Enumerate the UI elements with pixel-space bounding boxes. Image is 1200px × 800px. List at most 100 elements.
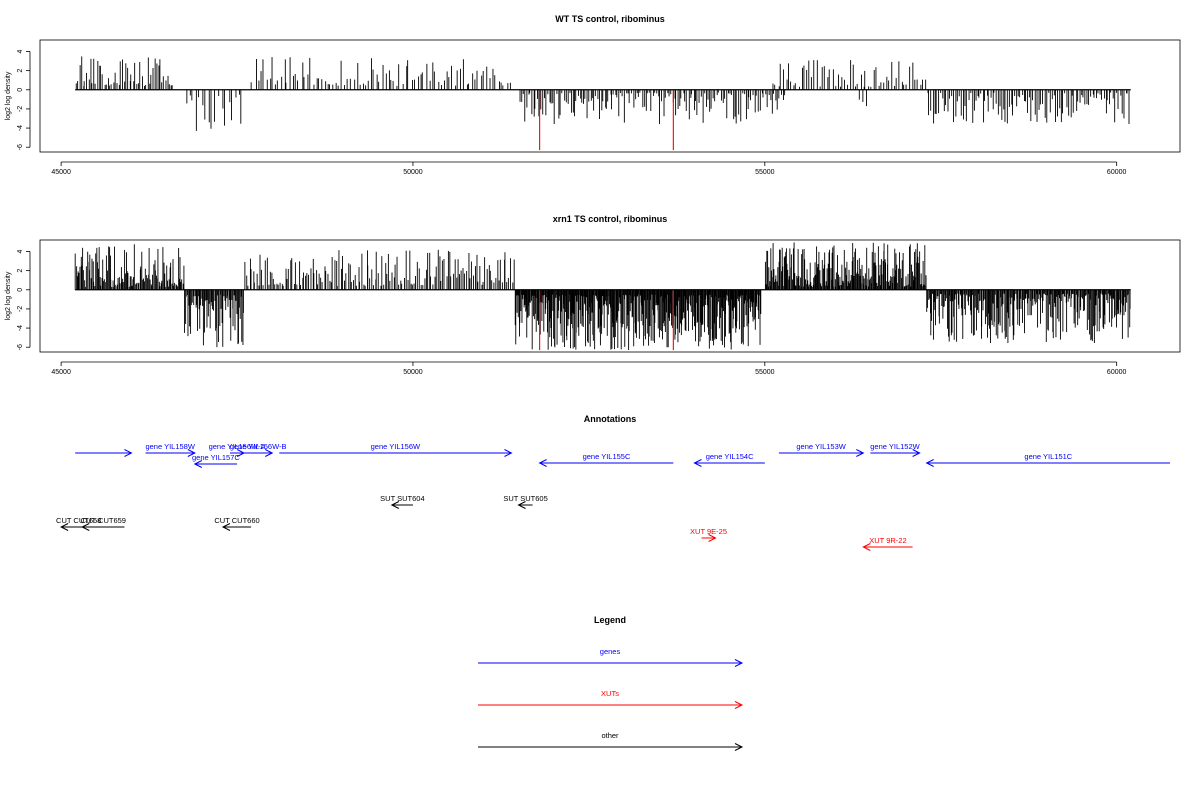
legend-arrow-head <box>734 659 744 667</box>
y-tick-label: -2 <box>17 106 24 112</box>
annotation-arrow-head <box>124 449 133 457</box>
annotation-label: gene YIL156W <box>371 442 421 451</box>
plot-frame <box>39 39 1181 153</box>
annotation-label: SUT SUT604 <box>380 494 424 503</box>
annotation-arrow-head <box>912 449 921 457</box>
legend-arrow-head <box>734 701 744 709</box>
annotation-label: gene YIL156W-A <box>209 442 266 451</box>
y-tick-label: 2 <box>17 69 24 73</box>
annotation-other: SUT SUT604 <box>380 494 425 509</box>
y-tick-label: 4 <box>17 49 24 53</box>
annotation-label: gene YIL154C <box>706 452 754 461</box>
annotation-arrow-head <box>856 449 865 457</box>
annotation-label: CUT CUT659 <box>81 516 126 525</box>
annotation-label: gene YIL158W <box>145 442 195 451</box>
x-tick-label: 45000 <box>51 369 71 376</box>
y-tick-label: -4 <box>17 325 24 331</box>
annotation-label: gene YIL156W-B <box>230 442 287 451</box>
annotation-gene: gene YIL156W-B <box>230 442 287 457</box>
annotation-gene: gene YIL153W <box>778 442 865 457</box>
annotation-arrow-head <box>708 534 717 542</box>
annotation-label: XUT 9E-25 <box>690 527 727 536</box>
x-tick-label: 50000 <box>403 369 423 376</box>
x-tick-label: 45000 <box>51 169 71 176</box>
annotation-arrow-head <box>264 449 274 457</box>
legend: Legend genes XUTs other <box>478 615 744 751</box>
annotation-arrow-head <box>193 460 203 468</box>
annotation-gene: gene YIL154C <box>693 452 765 467</box>
plot-frame <box>39 239 1181 353</box>
x-axis: 45000 50000 55000 60000 <box>51 361 1127 376</box>
legend-label: genes <box>600 647 621 656</box>
annotation-label: gene YIL157C <box>192 453 240 462</box>
annotation-arrow-head <box>925 459 934 467</box>
highlight-lines <box>539 289 674 351</box>
panel-title: xrn1 TS control, ribominus <box>553 214 668 224</box>
annotation-label: gene YIL151C <box>1024 452 1072 461</box>
panel-title: WT TS control, ribominus <box>555 14 665 24</box>
annotations-track: Annotations gene YIL158W gene YIL156W-Age… <box>56 414 1170 551</box>
annotation-arrow-head <box>517 501 526 509</box>
annotation-xut: XUT 9E-25 <box>690 527 727 542</box>
annotation-gene: gene YIL157C <box>192 453 240 468</box>
y-axis: -6 -4 -2 0 2 4 <box>17 49 31 150</box>
y-axis-label: log2 log density <box>5 71 12 120</box>
annotation-label: XUT 9R-22 <box>869 536 906 545</box>
signal-bars <box>75 56 1130 131</box>
legend-item-xut: XUTs <box>478 689 744 709</box>
x-tick-label: 55000 <box>755 369 775 376</box>
x-tick-label: 50000 <box>403 169 423 176</box>
annotation-gene <box>75 449 133 457</box>
annotation-arrow-head <box>187 449 196 457</box>
legend-label: other <box>601 731 619 740</box>
legend-arrow-head <box>734 743 744 751</box>
legend-label: XUTs <box>601 689 619 698</box>
y-tick-label: 2 <box>17 269 24 273</box>
y-tick-label: 0 <box>17 88 24 92</box>
annotation-arrow-head <box>504 449 513 457</box>
annotation-label: SUT SUT605 <box>503 494 547 503</box>
legend-title: Legend <box>594 615 626 625</box>
x-tick-label: 60000 <box>1107 169 1127 176</box>
x-tick-label: 55000 <box>755 169 775 176</box>
y-axis-label: log2 log density <box>5 271 12 320</box>
annotation-arrow-head <box>59 523 69 531</box>
annotation-label: gene YIL152W <box>870 442 920 451</box>
y-tick-label: 0 <box>17 288 24 292</box>
signal-bars <box>74 242 1131 350</box>
annotation-label: CUT CUT658 <box>56 516 101 525</box>
wt-signal-panel: WT TS control, ribominus -6 -4 -2 0 2 4 45000… <box>5 14 1181 176</box>
annotation-label: gene YIL155C <box>583 452 631 461</box>
x-axis: 45000 50000 55000 60000 <box>51 161 1127 176</box>
annotations-title: Annotations <box>584 414 637 424</box>
annotation-label: CUT CUT660 <box>214 516 259 525</box>
annotation-label: gene YIL153W <box>796 442 846 451</box>
x-tick-label: 60000 <box>1107 369 1127 376</box>
annotation-other: CUT CUT659 <box>81 516 126 531</box>
y-tick-label: -6 <box>17 144 24 150</box>
legend-item-other: other <box>478 731 744 751</box>
y-tick-label: 4 <box>17 249 24 253</box>
xrn1-signal-panel: xrn1 TS control, ribominus -6 -4 -2 0 2 4 450… <box>5 214 1181 376</box>
y-tick-label: -4 <box>17 125 24 131</box>
annotation-xut: XUT 9R-22 <box>862 536 913 551</box>
annotation-gene: gene YIL152W <box>870 442 921 457</box>
annotation-arrow-head <box>221 523 231 531</box>
annotation-gene: gene YIL155C <box>538 452 674 467</box>
legend-item-gene: genes <box>478 647 744 667</box>
annotation-arrow-head <box>538 459 547 467</box>
annotation-arrow-head <box>390 501 400 509</box>
annotation-gene: gene YIL151C <box>925 452 1170 467</box>
y-tick-label: -6 <box>17 344 24 350</box>
annotation-gene: gene YIL158W <box>145 442 196 457</box>
legend-items: genes XUTs other <box>478 647 744 751</box>
highlight-lines <box>539 89 674 151</box>
annotation-other: SUT SUT605 <box>503 494 548 509</box>
annotation-gene: gene YIL156W <box>279 442 513 457</box>
annotation-arrow-head <box>862 543 871 551</box>
y-axis: -6 -4 -2 0 2 4 <box>17 249 31 350</box>
y-tick-label: -2 <box>17 306 24 312</box>
annotation-arrow-head <box>693 459 702 467</box>
